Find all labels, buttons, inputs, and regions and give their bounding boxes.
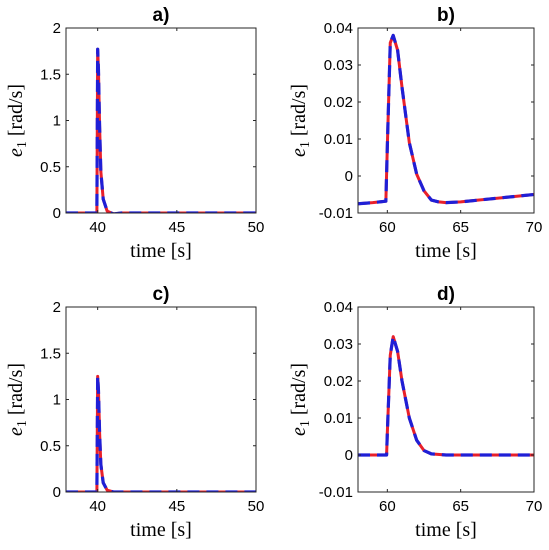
series-line-blue-dashed (358, 335, 534, 457)
y-tick-label: 0.02 (324, 373, 353, 390)
y-tick-label: 1.5 (40, 66, 61, 83)
series-group (358, 335, 534, 457)
y-tick-label: 2 (53, 20, 61, 37)
y-tick-label: 0 (345, 447, 353, 464)
chart-panel-2: 40 45 50 0 0.5 1 1.5 2 c) time [s] e1 [rad/s] (5, 284, 264, 541)
chart-panel-0: 40 45 50 0 0.5 1 1.5 2 a) time [s] e1 [rad/s] (5, 5, 264, 262)
plot-area (66, 28, 256, 213)
x-tick-label: 60 (379, 498, 396, 515)
x-axis-label: time [s] (130, 240, 192, 262)
x-tick-label: 65 (452, 498, 469, 515)
y-tick-label: 0.02 (324, 94, 353, 111)
y-tick-label: 0.01 (324, 410, 353, 427)
y-tick-label: 0.03 (324, 57, 353, 74)
x-axis-label: time [s] (415, 519, 477, 541)
y-tick-label: 0.5 (40, 159, 61, 176)
y-axis-label: e1 [rad/s] (5, 363, 30, 436)
y-tick-label: 0.04 (324, 20, 353, 37)
x-tick-label: 70 (526, 219, 543, 236)
plot-area (66, 307, 256, 492)
panel-title: d) (437, 284, 455, 305)
series-group (66, 47, 256, 213)
y-tick-label: 1 (53, 392, 61, 409)
series-line-blue-dashed (66, 374, 256, 492)
panel-title: b) (437, 5, 455, 26)
x-tick-label: 50 (248, 219, 265, 236)
x-tick-label: 65 (452, 219, 469, 236)
chart-panel-3: 60 65 70 -0.01 0 0.01 0.02 0.03 0.04 d) time [s] e1… (288, 284, 542, 541)
series-line-blue-dashed (358, 33, 534, 206)
y-tick-label: 0.04 (324, 299, 353, 316)
y-tick-label: 0 (53, 484, 61, 501)
series-group (358, 33, 534, 206)
axis-box (357, 306, 535, 493)
y-tick-label: 2 (53, 299, 61, 316)
plot-area (358, 28, 534, 213)
y-tick-label: 0.03 (324, 336, 353, 353)
y-tick-label: 1 (53, 113, 61, 130)
chart-panel-1: 60 65 70 -0.01 0 0.01 0.02 0.03 0.04 b) time [s] e1… (288, 5, 542, 262)
series-line-blue-dashed (66, 47, 256, 213)
y-tick-label: -0.01 (319, 484, 353, 501)
axis-box (357, 27, 535, 214)
y-axis-label: e1 [rad/s] (5, 84, 30, 157)
y-tick-label: 0 (53, 205, 61, 222)
x-axis-label: time [s] (415, 240, 477, 262)
y-axis-label: e1 [rad/s] (288, 363, 313, 436)
x-tick-label: 45 (168, 498, 185, 515)
y-tick-label: 1.5 (40, 345, 61, 362)
y-tick-label: 0.5 (40, 438, 61, 455)
x-tick-label: 45 (168, 219, 185, 236)
panel-title: a) (153, 5, 170, 26)
x-axis-label: time [s] (130, 519, 192, 541)
x-tick-label: 40 (89, 498, 106, 515)
x-tick-label: 60 (379, 219, 396, 236)
series-group (66, 374, 256, 492)
x-tick-label: 40 (89, 219, 106, 236)
y-tick-label: 0 (345, 168, 353, 185)
y-axis-label: e1 [rad/s] (288, 84, 313, 157)
plot-area (358, 307, 534, 492)
y-tick-label: 0.01 (324, 131, 353, 148)
panel-title: c) (153, 284, 170, 305)
x-tick-label: 50 (248, 498, 265, 515)
y-tick-label: -0.01 (319, 205, 353, 222)
x-tick-label: 70 (526, 498, 543, 515)
